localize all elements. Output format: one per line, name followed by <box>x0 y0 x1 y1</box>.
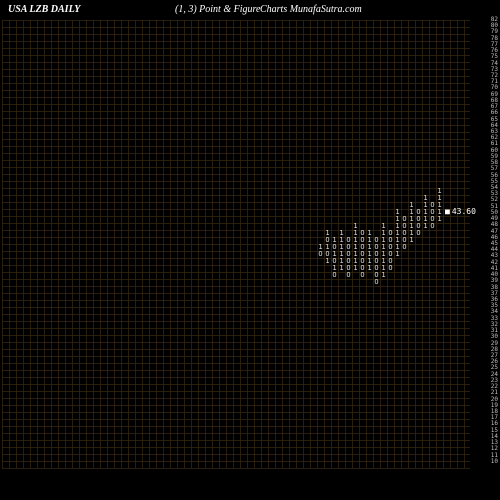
grid-line-v <box>408 20 409 468</box>
grid-line-v <box>289 20 290 468</box>
current-price-marker: 43.60 <box>445 207 476 216</box>
chart-params: (1, 3) Point & Figure <box>175 4 260 15</box>
pf-mark: O <box>317 251 324 258</box>
pf-mark: 1 <box>436 216 443 223</box>
grid-line-h <box>2 468 470 469</box>
grid-line-v <box>303 20 304 468</box>
grid-line-v <box>261 20 262 468</box>
grid-line-v <box>254 20 255 468</box>
grid-line-v <box>233 20 234 468</box>
grid-line-v <box>114 20 115 468</box>
grid-line-v <box>282 20 283 468</box>
pf-mark: 1 <box>394 251 401 258</box>
grid-line-v <box>9 20 10 468</box>
grid-line-v <box>142 20 143 468</box>
pf-mark: 1 <box>352 265 359 272</box>
y-tick-label: 10 <box>472 459 498 465</box>
grid-line-v <box>184 20 185 468</box>
pf-mark: O <box>415 230 422 237</box>
grid-line-v <box>156 20 157 468</box>
grid-line-v <box>100 20 101 468</box>
grid-line-v <box>16 20 17 468</box>
pnf-chart: 1O1O1O11O1O1O111111OOOOOO1111111OOOOOOO1… <box>2 20 470 468</box>
grid-line-v <box>37 20 38 468</box>
grid-line-v <box>23 20 24 468</box>
grid-line-v <box>429 20 430 468</box>
pf-mark: 1 <box>422 223 429 230</box>
grid-line-v <box>163 20 164 468</box>
y-axis: 8280797877767574737271706968676665646362… <box>472 20 498 468</box>
grid-line-v <box>170 20 171 468</box>
grid-line-v <box>107 20 108 468</box>
grid-line-v <box>44 20 45 468</box>
pf-mark: 1 <box>380 272 387 279</box>
grid-line-v <box>240 20 241 468</box>
grid-line-v <box>205 20 206 468</box>
grid-line-v <box>457 20 458 468</box>
grid-line-v <box>86 20 87 468</box>
grid-line-v <box>296 20 297 468</box>
grid-line-v <box>121 20 122 468</box>
pf-mark: 1 <box>366 265 373 272</box>
pf-mark: O <box>359 272 366 279</box>
pf-mark: O <box>401 244 408 251</box>
grid-line-v <box>191 20 192 468</box>
grid-line-v <box>93 20 94 468</box>
grid-line-v <box>149 20 150 468</box>
pf-mark: 1 <box>408 237 415 244</box>
ticker-title: USA LZB DAILY <box>8 4 80 15</box>
grid-line-v <box>72 20 73 468</box>
pf-mark: 1 <box>324 258 331 265</box>
source-credit: Charts MunafaSutra.com <box>260 4 362 15</box>
grid-line-v <box>275 20 276 468</box>
grid-line-v <box>422 20 423 468</box>
grid-line-v <box>436 20 437 468</box>
pf-mark: 1 <box>338 265 345 272</box>
grid-line-v <box>219 20 220 468</box>
pf-mark: O <box>373 279 380 286</box>
grid-line-v <box>128 20 129 468</box>
grid-line-v <box>51 20 52 468</box>
grid-line-v <box>310 20 311 468</box>
grid-line-v <box>464 20 465 468</box>
grid-line-v <box>247 20 248 468</box>
grid-line-v <box>226 20 227 468</box>
grid-line-v <box>2 20 3 468</box>
grid-line-v <box>135 20 136 468</box>
grid-line-v <box>177 20 178 468</box>
grid-line-v <box>65 20 66 468</box>
grid-line-v <box>450 20 451 468</box>
grid-line-v <box>79 20 80 468</box>
grid-line-v <box>30 20 31 468</box>
grid-line-v <box>268 20 269 468</box>
pf-mark: O <box>387 265 394 272</box>
pf-mark: O <box>331 272 338 279</box>
pf-mark: O <box>429 223 436 230</box>
grid-line-v <box>212 20 213 468</box>
grid-line-v <box>198 20 199 468</box>
grid-line-v <box>58 20 59 468</box>
grid-line-v <box>443 20 444 468</box>
pf-mark: O <box>345 272 352 279</box>
grid-line-v <box>415 20 416 468</box>
